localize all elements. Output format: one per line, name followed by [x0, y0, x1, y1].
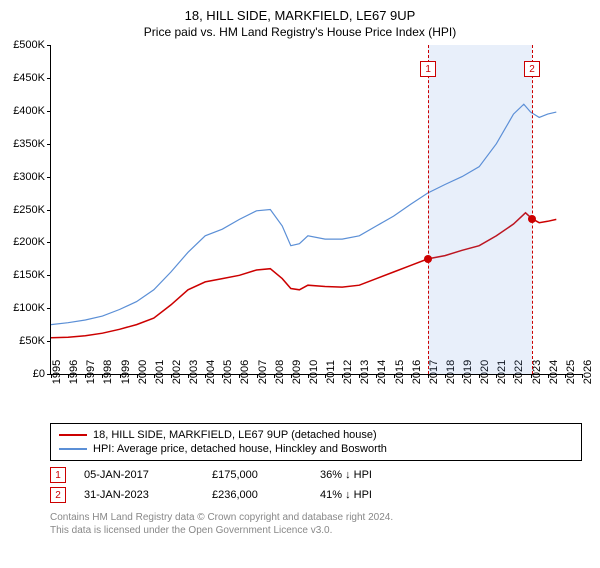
event-row: 2 31-JAN-2023 £236,000 41% ↓ HPI	[50, 485, 582, 505]
legend-swatch	[59, 434, 87, 436]
x-tick-label: 2011	[325, 360, 337, 384]
footer-line-2: This data is licensed under the Open Gov…	[50, 524, 582, 537]
x-tick-label: 2026	[582, 360, 594, 384]
x-tick-label: 2005	[222, 360, 234, 384]
x-tick-label: 1996	[68, 360, 80, 384]
footer-text: Contains HM Land Registry data © Crown c…	[50, 511, 582, 537]
legend-item: HPI: Average price, detached house, Hinc…	[59, 442, 573, 456]
y-tick-label: £0	[3, 368, 45, 380]
x-tick-label: 1999	[120, 360, 132, 384]
event-range-band	[428, 45, 532, 374]
y-tick-label: £400K	[3, 105, 45, 117]
x-tick-label: 2013	[359, 360, 371, 384]
y-tick-label: £500K	[3, 39, 45, 51]
x-tick-label: 2025	[565, 360, 577, 384]
event-marker-1: 1	[420, 61, 436, 77]
event-date: 05-JAN-2017	[84, 469, 194, 481]
y-tick-label: £300K	[3, 171, 45, 183]
x-tick-label: 1995	[51, 360, 63, 384]
page-title: 18, HILL SIDE, MARKFIELD, LE67 9UP	[0, 8, 600, 23]
x-tick-label: 2002	[171, 360, 183, 384]
x-tick-label: 2007	[257, 360, 269, 384]
x-tick-label: 1997	[85, 360, 97, 384]
x-tick-label: 2015	[394, 360, 406, 384]
event-date: 31-JAN-2023	[84, 489, 194, 501]
x-tick-label: 2001	[154, 360, 166, 384]
event-dot-1	[424, 255, 432, 263]
event-line-2	[532, 45, 533, 374]
event-marker-2: 2	[524, 61, 540, 77]
event-line-1	[428, 45, 429, 374]
event-row: 1 05-JAN-2017 £175,000 36% ↓ HPI	[50, 465, 582, 485]
event-table: 1 05-JAN-2017 £175,000 36% ↓ HPI 2 31-JAN-202…	[50, 465, 582, 505]
event-row-marker: 2	[50, 487, 66, 503]
x-tick-label: 2010	[308, 360, 320, 384]
x-tick-label: 2009	[291, 360, 303, 384]
y-tick-label: £50K	[3, 335, 45, 347]
legend-item: 18, HILL SIDE, MARKFIELD, LE67 9UP (deta…	[59, 428, 573, 442]
y-tick-label: £450K	[3, 72, 45, 84]
x-tick-label: 2003	[188, 360, 200, 384]
legend-swatch	[59, 448, 87, 450]
x-tick-label: 2012	[342, 360, 354, 384]
x-tick-label: 1998	[102, 360, 114, 384]
event-dot-2	[528, 215, 536, 223]
legend: 18, HILL SIDE, MARKFIELD, LE67 9UP (deta…	[50, 423, 582, 461]
y-tick-label: £250K	[3, 204, 45, 216]
event-price: £175,000	[212, 469, 302, 481]
y-tick-label: £200K	[3, 236, 45, 248]
price-chart: £0£50K£100K£150K£200K£250K£300K£350K£400…	[50, 45, 582, 375]
legend-label: 18, HILL SIDE, MARKFIELD, LE67 9UP (deta…	[93, 429, 377, 441]
x-tick-label: 2016	[411, 360, 423, 384]
x-tick-label: 2024	[548, 360, 560, 384]
event-row-marker: 1	[50, 467, 66, 483]
y-tick-label: £150K	[3, 269, 45, 281]
footer-line-1: Contains HM Land Registry data © Crown c…	[50, 511, 582, 524]
page-subtitle: Price paid vs. HM Land Registry's House …	[0, 25, 600, 39]
x-tick-label: 2014	[376, 360, 388, 384]
y-tick-label: £350K	[3, 138, 45, 150]
legend-label: HPI: Average price, detached house, Hinc…	[93, 443, 387, 455]
x-tick-label: 2004	[205, 360, 217, 384]
y-tick-label: £100K	[3, 302, 45, 314]
event-delta: 36% ↓ HPI	[320, 469, 420, 481]
x-tick-label: 2000	[137, 360, 149, 384]
event-delta: 41% ↓ HPI	[320, 489, 420, 501]
x-tick-label: 2008	[274, 360, 286, 384]
x-tick-label: 2006	[239, 360, 251, 384]
event-price: £236,000	[212, 489, 302, 501]
